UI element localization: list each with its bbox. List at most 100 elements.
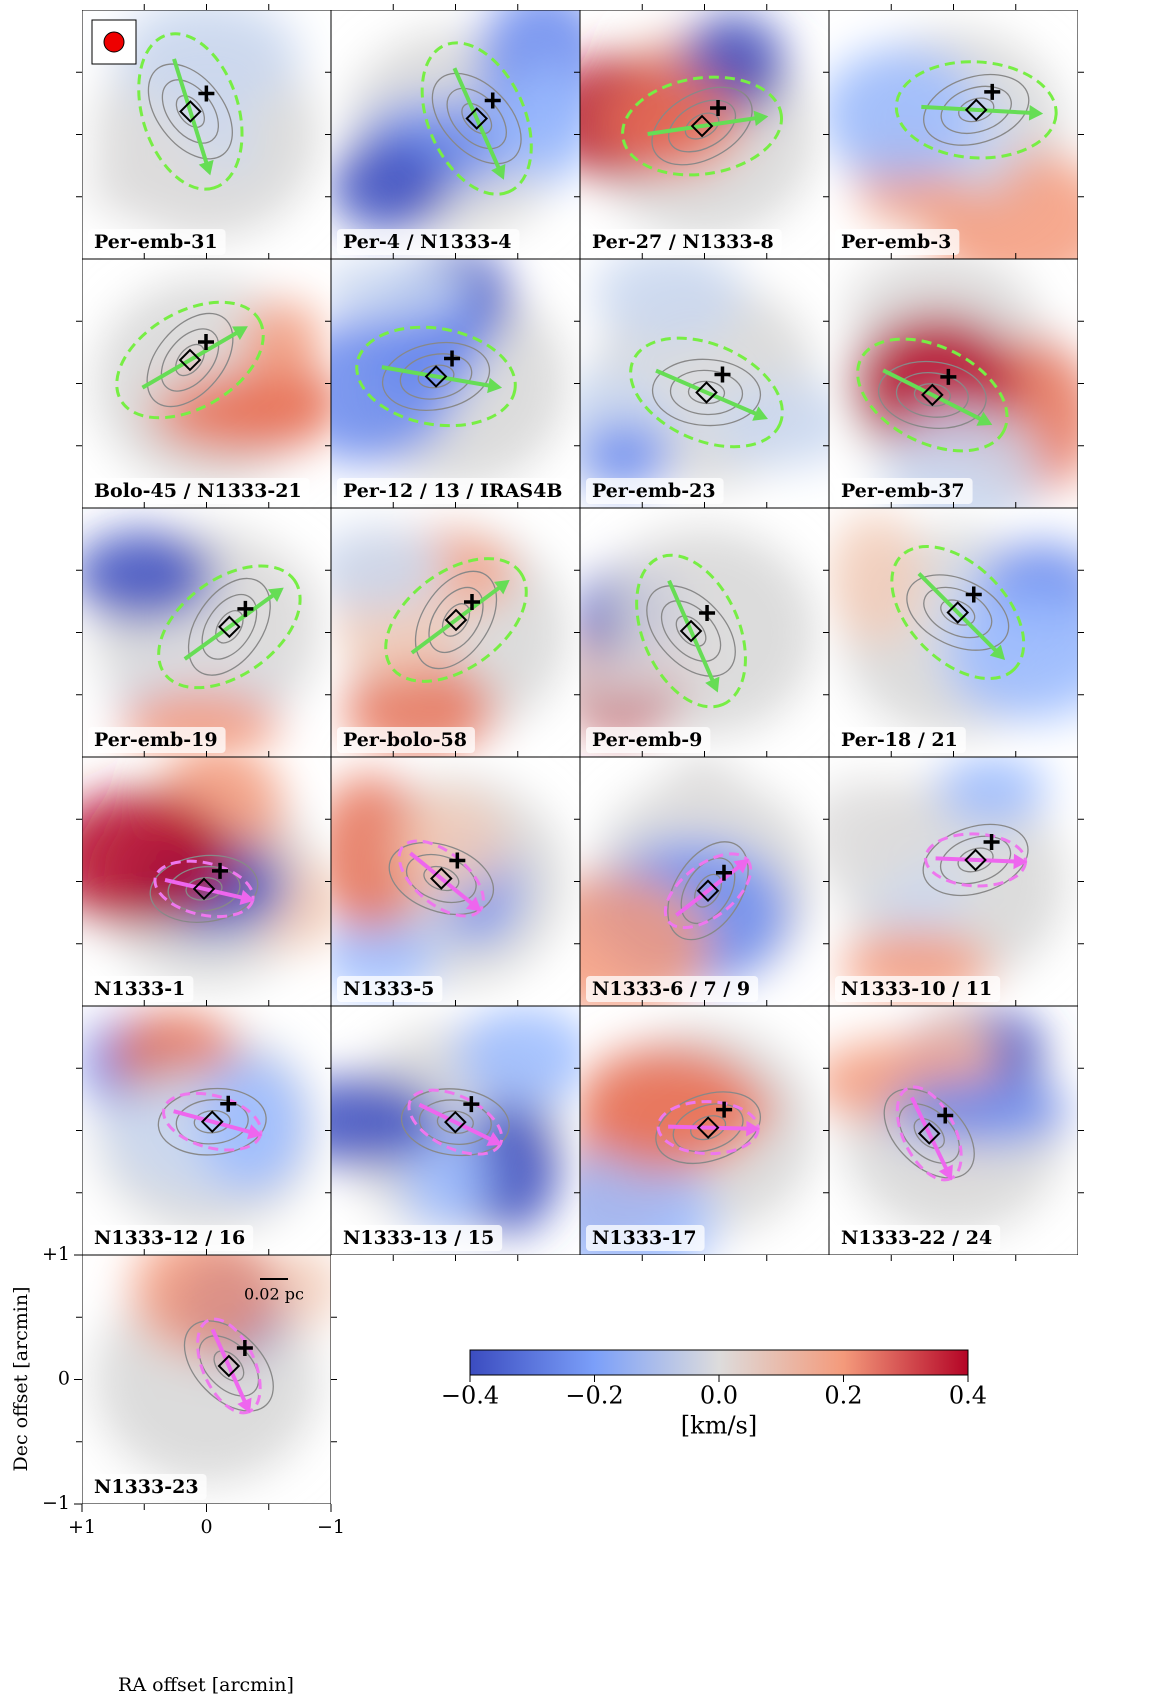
velocity-field <box>580 757 817 1006</box>
contour <box>400 1088 510 1157</box>
panel-title: N1333-6 / 7 / 9 <box>592 978 750 1000</box>
arrow-head <box>733 858 750 874</box>
arrow-head <box>239 889 255 906</box>
contour <box>436 1110 474 1134</box>
frame-tick <box>325 1000 586 1261</box>
contour <box>147 63 233 160</box>
arrow-head <box>198 159 214 176</box>
arrow-head <box>247 1124 263 1140</box>
colorbar-tick-label: 0.2 <box>824 1382 862 1410</box>
label-box <box>835 727 966 753</box>
label-box <box>88 1474 207 1500</box>
frame-tick <box>76 1249 337 1510</box>
arrow-head <box>1013 853 1028 870</box>
source-diamond <box>200 1110 224 1134</box>
field-blob <box>151 372 331 456</box>
source-plus <box>198 333 214 350</box>
contour <box>428 586 484 654</box>
field-blob <box>331 259 470 324</box>
source-diamond <box>444 608 468 632</box>
contour <box>185 877 223 901</box>
label-box <box>337 1225 503 1251</box>
panel: N1333-22 / 24 <box>829 1006 1078 1255</box>
source-plus <box>444 350 461 367</box>
panel: Per-4 / N1333-4 <box>331 10 580 259</box>
panel: N1333-23 <box>82 1255 331 1504</box>
source-plus <box>237 600 254 617</box>
arrow-head <box>989 644 1006 660</box>
panel-title: Per-bolo-58 <box>343 729 467 751</box>
panel: Per-emb-3 <box>829 10 1078 259</box>
frame-tick <box>574 1000 835 1261</box>
label-box <box>337 976 443 1002</box>
contour <box>651 358 762 427</box>
source-diamond <box>178 348 202 372</box>
label-box <box>337 727 475 753</box>
source-plus <box>984 83 1001 100</box>
arrow-head <box>465 896 482 912</box>
source-diamond <box>946 601 970 624</box>
outflow-arrow <box>452 67 501 170</box>
source-diamond <box>217 1354 241 1378</box>
contour <box>651 86 753 166</box>
contour <box>149 854 259 923</box>
source-plus <box>716 1101 733 1118</box>
source-diamond <box>179 100 202 123</box>
frame-tick <box>325 1000 586 1261</box>
outflow-arrow <box>409 851 474 906</box>
contour <box>690 1115 727 1141</box>
arrow-head <box>493 579 510 595</box>
arrow-head <box>752 406 768 421</box>
panel-title: N1333-5 <box>343 978 434 1000</box>
outflow-arrow <box>917 572 999 653</box>
field-blob <box>937 757 1048 826</box>
y-tick-label: −1 <box>42 1492 70 1514</box>
beam-ellipse <box>384 557 528 683</box>
panel: Per-bolo-58 <box>331 508 580 757</box>
field-blob <box>82 790 235 927</box>
arrow-head <box>267 587 284 603</box>
beam <box>103 31 125 53</box>
contour <box>680 857 736 924</box>
contour <box>399 353 473 400</box>
panel-title: N1333-12 / 16 <box>94 1227 245 1249</box>
panel: Per-12 / 13 / IRAS4B <box>331 259 580 508</box>
contour <box>160 328 220 392</box>
contour <box>157 1087 267 1156</box>
panel: Per-emb-9 <box>580 508 829 757</box>
beam-ellipse <box>856 337 1009 453</box>
field-blob <box>131 1255 280 1356</box>
contour <box>388 841 495 916</box>
label-box <box>835 1225 1001 1251</box>
field-blob <box>829 511 924 644</box>
field-blob <box>945 589 1078 721</box>
source-plus <box>484 92 501 109</box>
label-box <box>835 976 1001 1002</box>
outflow-arrow <box>418 1102 493 1142</box>
contour <box>684 112 720 140</box>
beam-ellipse <box>635 553 747 709</box>
panel-title: Per-emb-37 <box>841 480 965 502</box>
contour <box>675 615 707 647</box>
x-axis-label: RA offset [arcmin] <box>118 1674 294 1696</box>
source-plus <box>449 852 466 869</box>
arrow-head <box>232 326 248 340</box>
label-box <box>337 478 571 504</box>
frame-tick <box>823 1000 1084 1261</box>
contour <box>906 574 1010 651</box>
source-plus <box>463 1096 480 1113</box>
source-diamond <box>964 98 988 122</box>
panel-title: Per-12 / 13 / IRAS4B <box>343 480 562 502</box>
label-box <box>586 478 724 504</box>
panel-title: Per-emb-31 <box>94 231 218 253</box>
source-plus <box>198 85 215 102</box>
source-plus <box>463 593 480 610</box>
field-blob <box>82 530 216 622</box>
label-box <box>586 1225 705 1251</box>
contour <box>193 1110 231 1134</box>
beam-ellipse <box>621 75 784 177</box>
y-tick-label: 0 <box>58 1368 70 1390</box>
label-box <box>337 229 520 255</box>
field-blob <box>829 47 981 182</box>
frame-tick <box>823 1000 1084 1261</box>
